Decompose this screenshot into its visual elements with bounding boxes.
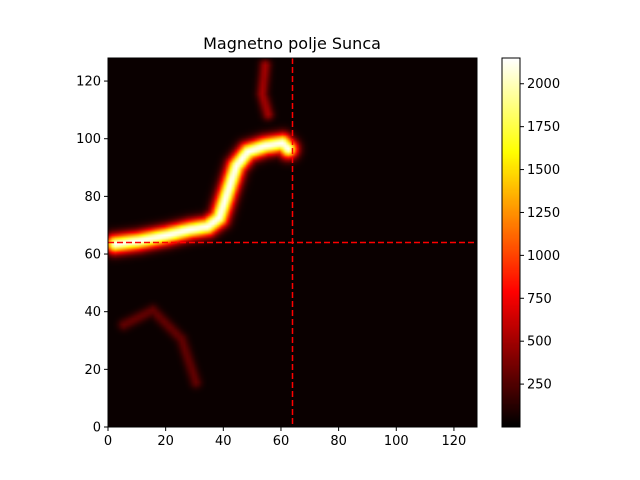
colorbar-axis: 250 500 750 1000 1250 1500 1750 2000 <box>520 77 560 393</box>
colorbar-gradient <box>502 58 520 427</box>
x-tick-label: 80 <box>330 434 347 449</box>
x-tick-label: 100 <box>384 434 409 449</box>
colorbar-tick-label: 750 <box>527 292 552 307</box>
x-tick-label: 40 <box>215 434 232 449</box>
x-tick-label: 120 <box>442 434 467 449</box>
colorbar-tick-label: 1750 <box>527 120 560 135</box>
y-tick-label: 20 <box>84 363 101 378</box>
crosshair <box>108 58 477 427</box>
colorbar: 250 500 750 1000 1250 1500 1750 2000 <box>501 57 560 428</box>
colorbar-tick-label: 1500 <box>527 163 560 178</box>
x-axis: 0 20 40 60 80 100 120 <box>104 427 466 449</box>
colorbar-tick-label: 2000 <box>527 77 560 92</box>
y-tick-label: 80 <box>84 190 101 205</box>
y-tick-label: 120 <box>76 75 101 90</box>
plot-frame <box>107 57 478 428</box>
colorbar-frame <box>501 57 521 428</box>
y-tick-label: 0 <box>93 421 101 436</box>
colorbar-tick-label: 250 <box>527 378 552 393</box>
x-tick-label: 20 <box>157 434 174 449</box>
y-tick-label: 60 <box>84 248 101 263</box>
colorbar-tick-label: 1250 <box>527 206 560 221</box>
y-tick-label: 40 <box>84 305 101 320</box>
y-tick-label: 100 <box>76 132 101 147</box>
x-tick-label: 0 <box>104 434 112 449</box>
y-axis: 0 20 40 60 80 100 120 <box>76 75 108 436</box>
colorbar-tick-label: 1000 <box>527 249 560 264</box>
x-tick-label: 60 <box>273 434 290 449</box>
chart-title: Magnetno polje Sunca <box>203 34 381 53</box>
colorbar-tick-label: 500 <box>527 335 552 350</box>
